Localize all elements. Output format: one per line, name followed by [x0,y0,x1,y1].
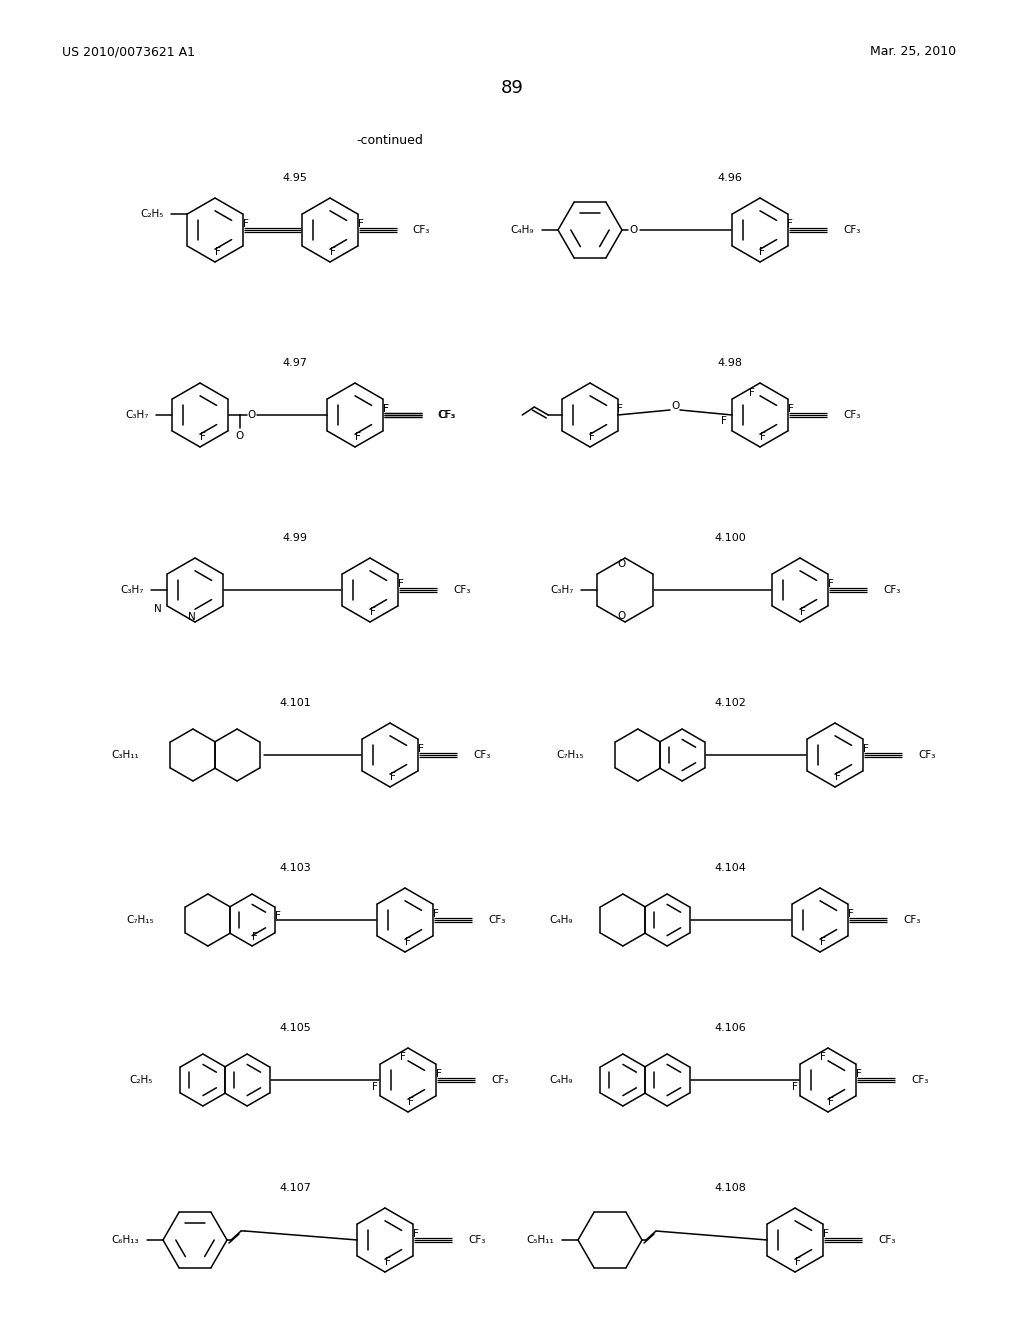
Text: CF₃: CF₃ [904,915,921,925]
Text: 4.107: 4.107 [280,1183,311,1193]
Text: 4.104: 4.104 [714,863,745,873]
Text: C₄H₉: C₄H₉ [550,915,572,925]
Text: F: F [397,579,403,589]
Text: N: N [188,612,196,622]
Text: C₃H₁₁: C₃H₁₁ [112,750,139,760]
Text: Mar. 25, 2010: Mar. 25, 2010 [870,45,956,58]
Text: 4.97: 4.97 [283,358,307,368]
Text: F: F [856,1069,861,1078]
Text: 89: 89 [501,79,523,96]
Text: C₄H₉: C₄H₉ [511,224,534,235]
Text: F: F [787,404,794,414]
Text: F: F [406,937,411,946]
Text: CF₃: CF₃ [492,1074,509,1085]
Text: F: F [330,247,336,257]
Text: CF₃: CF₃ [469,1236,486,1245]
Text: C₃H₇: C₃H₇ [125,411,148,420]
Text: C₇H₁₅: C₇H₁₅ [126,915,154,925]
Text: C₆H₁₃: C₆H₁₃ [112,1236,139,1245]
Text: N: N [155,605,162,614]
Text: F: F [822,1229,828,1239]
Text: F: F [390,772,396,781]
Text: 4.100: 4.100 [714,533,745,543]
Text: 4.98: 4.98 [718,358,742,368]
Text: F: F [760,432,766,442]
Text: F: F [848,909,854,919]
Text: 4.99: 4.99 [283,533,307,543]
Text: F: F [383,404,389,414]
Text: F: F [274,911,281,921]
Text: 4.105: 4.105 [280,1023,311,1034]
Text: CF₃: CF₃ [437,411,455,420]
Text: F: F [418,744,424,754]
Text: F: F [355,432,360,442]
Text: F: F [786,219,793,228]
Text: -continued: -continued [356,133,424,147]
Text: US 2010/0073621 A1: US 2010/0073621 A1 [62,45,195,58]
Text: CF₃: CF₃ [488,915,506,925]
Text: CF₃: CF₃ [879,1236,896,1245]
Text: C₃H₇: C₃H₇ [550,585,573,595]
Text: F: F [370,607,376,616]
Text: F: F [408,1097,414,1107]
Text: F: F [433,909,438,919]
Text: CF₃: CF₃ [844,224,861,235]
Text: C₃H₇: C₃H₇ [120,585,143,595]
Text: CF₃: CF₃ [884,585,901,595]
Text: F: F [413,1229,419,1239]
Text: 4.106: 4.106 [714,1023,745,1034]
Text: C₇H₁₅: C₇H₁₅ [556,750,584,760]
Text: F: F [589,432,595,442]
Text: F: F [759,247,765,257]
Text: O: O [630,224,638,235]
Text: CF₃: CF₃ [454,585,471,595]
Text: 4.95: 4.95 [283,173,307,183]
Text: F: F [200,432,206,442]
Text: 4.96: 4.96 [718,173,742,183]
Text: F: F [215,247,221,257]
Text: CF₃: CF₃ [413,224,430,235]
Text: 4.101: 4.101 [280,698,311,708]
Text: F: F [355,432,360,442]
Text: F: F [616,404,623,414]
Text: F: F [252,932,258,942]
Text: CF₃: CF₃ [438,411,456,420]
Text: F: F [436,1069,441,1078]
Text: CF₃: CF₃ [474,750,492,760]
Text: 4.102: 4.102 [714,698,745,708]
Text: O: O [236,432,244,441]
Text: C₅H₁₁: C₅H₁₁ [526,1236,554,1245]
Text: CF₃: CF₃ [919,750,936,760]
Text: 4.108: 4.108 [714,1183,745,1193]
Text: 4.103: 4.103 [280,863,311,873]
Text: F: F [373,1082,378,1092]
Text: F: F [820,1052,826,1063]
Text: F: F [828,1097,834,1107]
Text: F: F [820,937,826,946]
Text: F: F [793,1082,799,1092]
Text: F: F [400,1052,406,1063]
Text: F: F [243,219,249,228]
Text: F: F [800,607,806,616]
Text: C₄H₉: C₄H₉ [550,1074,572,1085]
Text: F: F [357,219,364,228]
Text: CF₃: CF₃ [844,411,861,420]
Text: O: O [616,558,625,569]
Text: F: F [835,772,841,781]
Text: F: F [385,1257,391,1267]
Text: F: F [750,388,755,399]
Text: O: O [248,411,256,420]
Text: F: F [383,404,389,414]
Text: F: F [721,416,727,426]
Text: C₂H₅: C₂H₅ [140,209,163,219]
Text: O: O [671,401,679,411]
Text: F: F [795,1257,801,1267]
Text: F: F [827,579,834,589]
Text: O: O [616,611,625,620]
Text: F: F [863,744,868,754]
Text: CF₃: CF₃ [911,1074,929,1085]
Text: C₂H₅: C₂H₅ [129,1074,153,1085]
